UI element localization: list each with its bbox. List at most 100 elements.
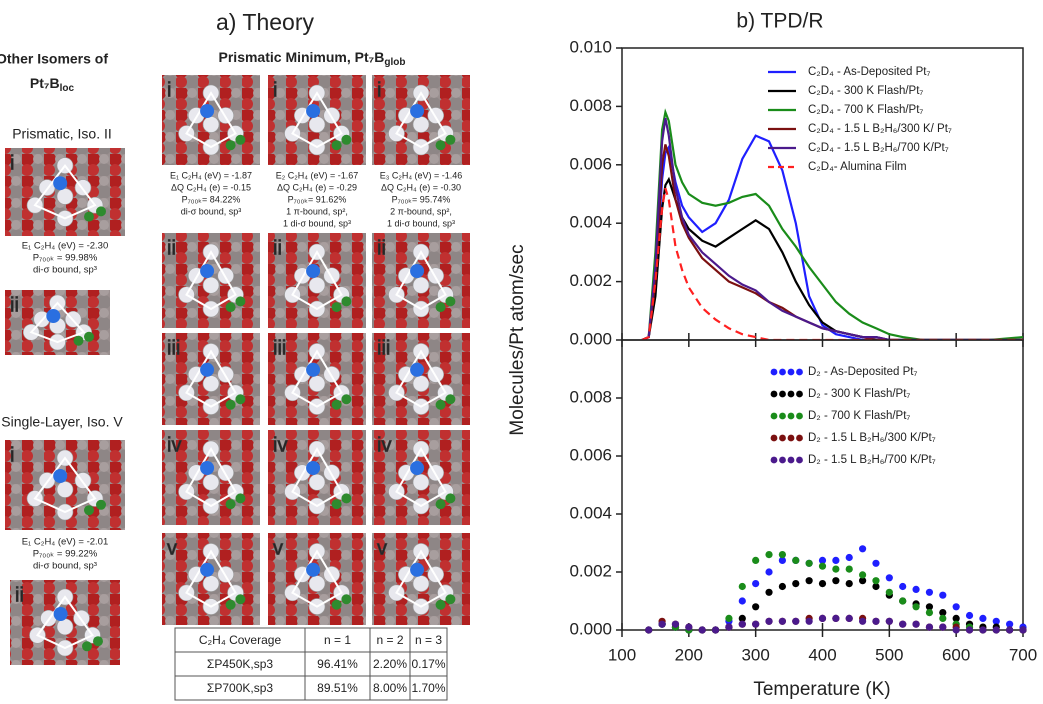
data-point <box>818 556 827 565</box>
carbon-atom <box>445 296 456 307</box>
title-part: Pt₇B <box>30 75 60 91</box>
structure-image: i <box>268 75 366 165</box>
data-point <box>1019 626 1027 634</box>
pt-atom <box>202 575 220 592</box>
data-point <box>939 623 947 631</box>
carbon-atom <box>341 394 352 405</box>
pt-atom <box>56 481 74 498</box>
data-point <box>885 588 893 596</box>
data-point <box>738 597 746 605</box>
data-point <box>738 582 746 591</box>
boron-atom <box>410 362 425 377</box>
carbon-atom <box>225 599 236 610</box>
carbon-atom <box>445 394 456 405</box>
boron-atom <box>46 309 61 323</box>
data-point <box>778 551 787 559</box>
table-cell: 96.41% <box>317 657 358 671</box>
carbon-atom <box>435 599 446 610</box>
legend-swatch <box>770 412 778 420</box>
legend-label: D₂ - 1.5 L B₂H₆/700 K/Pt₇ <box>808 454 936 466</box>
data-point <box>925 609 934 617</box>
structure-label: ii <box>10 294 19 316</box>
legend-swatch <box>779 390 786 398</box>
data-point <box>859 571 867 579</box>
carbon-atom <box>235 493 246 504</box>
isomer-caption: E₁ C₂H₄ (eV) = -2.01 <box>22 537 109 548</box>
structure-label: ii <box>167 237 176 259</box>
x-tick-label: 300 <box>741 645 769 664</box>
isomers-title: Other Isomers of <box>0 51 108 67</box>
legend-label: D₂ - As-Deposited Pt₇ <box>808 366 917 378</box>
structure-label: iii <box>273 337 286 359</box>
carbon-atom <box>82 641 92 652</box>
data-point <box>738 614 746 623</box>
data-point <box>992 617 1000 625</box>
data-point <box>765 568 773 576</box>
boron-atom <box>200 104 215 118</box>
data-point <box>805 577 813 585</box>
data-point <box>992 626 1000 634</box>
data-point <box>912 603 920 611</box>
series-line <box>641 117 1023 340</box>
pt-atom <box>56 188 74 205</box>
energy-caption: 1 di-σ bound, sp³ <box>283 218 351 228</box>
carbon-atom <box>235 134 246 145</box>
data-point <box>725 614 733 623</box>
y-tick-label: 0.002 <box>569 271 612 290</box>
series-line <box>641 176 1023 340</box>
carbon-atom <box>435 302 446 313</box>
structure-image: iv <box>162 430 260 525</box>
carbon-atom <box>84 331 94 342</box>
boron-atom <box>306 461 321 475</box>
legend-label: C₂D₄ - 700 K Flash/Pt₇ <box>808 104 923 116</box>
boron-atom <box>306 362 321 377</box>
carbon-atom <box>331 140 342 151</box>
boron-atom <box>410 264 425 278</box>
y-tick-label: 0.008 <box>569 387 612 406</box>
table-cell: 1.70% <box>411 681 445 695</box>
y-axis-label: Molecules/Pt atom/sec <box>507 244 528 435</box>
structure-label: iii <box>167 337 180 359</box>
y-tick-label: 0.000 <box>569 619 612 638</box>
boron-atom <box>53 176 68 191</box>
data-point <box>685 623 693 631</box>
legend-swatch <box>796 412 803 420</box>
data-point <box>725 623 733 631</box>
energy-caption: E₂ C₂H₄ (eV) = -1.67 <box>276 170 358 180</box>
y-tick-label: 0.004 <box>569 503 612 522</box>
isomers-title: Pt₇Bloc <box>30 75 75 94</box>
pt-atom <box>202 276 220 294</box>
carbon-atom <box>96 206 106 217</box>
minimum-title: Prismatic Minimum, Pt₇Bglob <box>219 49 406 68</box>
data-point <box>845 565 853 573</box>
pt-atom <box>308 116 326 133</box>
structure-image: v <box>268 533 366 625</box>
carbon-atom <box>445 594 456 605</box>
data-point <box>1006 626 1014 634</box>
data-point <box>899 620 907 628</box>
pt-atom <box>202 375 220 392</box>
carbon-atom <box>331 499 342 510</box>
isomer-caption: P₇₀₀ₖ = 99.22% <box>33 549 98 560</box>
x-tick-label: 700 <box>1009 645 1037 664</box>
data-point <box>658 620 666 628</box>
carbon-atom <box>73 335 84 346</box>
carbon-atom <box>331 399 342 410</box>
structure-label: iv <box>273 434 287 456</box>
carbon-atom <box>235 594 246 605</box>
data-point <box>872 559 880 567</box>
energy-caption: ΔQ C₂H₄ (e) = -0.29 <box>277 182 357 192</box>
carbon-atom <box>225 399 236 410</box>
structure-image: ii <box>162 233 260 328</box>
data-point <box>711 626 720 634</box>
legend-label: C₂D₄ - As-Deposited Pt₇ <box>808 66 930 78</box>
data-point <box>778 582 787 591</box>
carbon-atom <box>341 594 352 605</box>
data-point <box>738 620 746 628</box>
legend-label: D₂ - 300 K Flash/Pt₇ <box>808 388 910 400</box>
structure-image: ii <box>372 233 470 328</box>
structure-image: iv <box>372 430 470 525</box>
isomer-caption: di-σ bound, sp³ <box>33 561 97 572</box>
structure-image: iii <box>162 333 260 425</box>
data-point <box>752 603 760 611</box>
